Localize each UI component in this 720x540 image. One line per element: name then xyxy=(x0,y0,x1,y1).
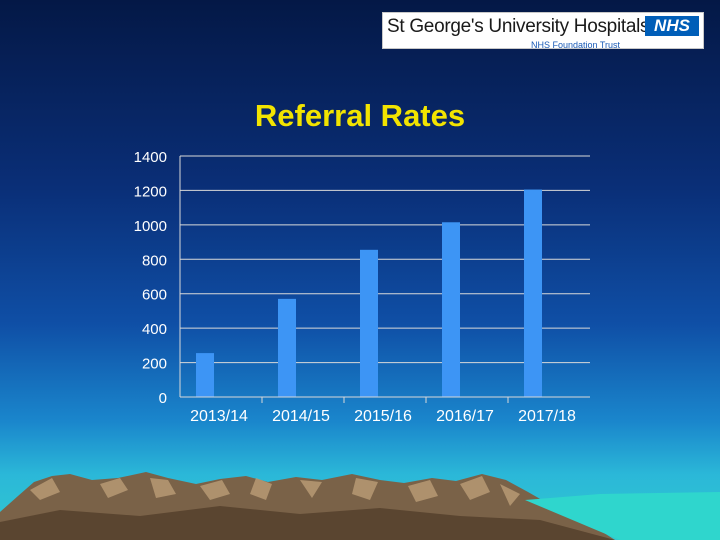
x-tick-label: 2017/18 xyxy=(518,408,576,425)
bar xyxy=(524,189,542,397)
slide-title-text: Referral Rates xyxy=(254,98,466,133)
bar xyxy=(278,298,296,397)
x-tick-label: 2016/17 xyxy=(436,408,494,425)
hospital-logo: St George's University Hospitals NHS NHS… xyxy=(382,12,704,50)
y-tick-label: 1000 xyxy=(134,218,167,235)
bar xyxy=(360,249,378,397)
bar xyxy=(442,222,460,397)
y-tick-label: 1200 xyxy=(134,183,167,200)
y-axis-ticks: 0 200 400 600 800 1000 1200 1400 xyxy=(134,149,167,407)
x-tick-label: 2014/15 xyxy=(272,408,330,425)
slide-title: Referral Rates xyxy=(0,98,720,134)
bar xyxy=(196,353,214,397)
x-axis-ticks: 2013/14 2014/15 2015/16 2016/17 2017/18 xyxy=(180,396,590,425)
y-tick-label: 200 xyxy=(142,356,167,373)
y-tick-label: 600 xyxy=(142,287,167,304)
nhs-badge: NHS xyxy=(645,16,699,36)
y-tick-label: 800 xyxy=(142,252,167,269)
y-tick-label: 1400 xyxy=(134,149,167,166)
x-tick-label: 2013/14 xyxy=(190,408,248,425)
x-tick-label: 2015/16 xyxy=(354,408,412,425)
logo-trust-subtitle: NHS Foundation Trust xyxy=(531,40,621,50)
y-tick-label: 400 xyxy=(142,321,167,338)
y-tick-label: 0 xyxy=(159,390,167,407)
bars xyxy=(196,189,542,397)
logo-hospital-name: St George's University Hospitals xyxy=(387,16,650,37)
